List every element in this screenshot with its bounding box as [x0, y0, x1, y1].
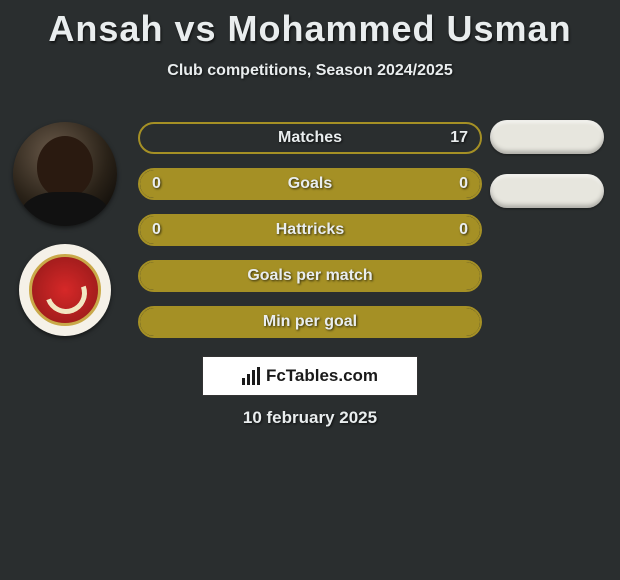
date-text: 10 february 2025 — [0, 408, 620, 428]
stat-label: Goals per match — [247, 267, 372, 285]
stat-left-value: 0 — [152, 221, 161, 239]
page-title: Ansah vs Mohammed Usman — [0, 0, 620, 50]
stat-label: Goals — [288, 175, 332, 193]
stat-right-value: 17 — [450, 129, 468, 147]
player-avatar — [13, 122, 117, 226]
left-column — [10, 122, 120, 336]
stat-row-min-per-goal: Min per goal — [138, 306, 482, 338]
stat-row-hattricks: 0 Hattricks 0 — [138, 214, 482, 246]
stat-row-goals-per-match: Goals per match — [138, 260, 482, 292]
stat-right-value: 0 — [459, 221, 468, 239]
club-badge — [19, 244, 111, 336]
stat-label: Min per goal — [263, 313, 357, 331]
stat-label: Matches — [278, 129, 342, 147]
stat-label: Hattricks — [276, 221, 344, 239]
stat-row-goals: 0 Goals 0 — [138, 168, 482, 200]
brand-box: FcTables.com — [202, 356, 418, 396]
subtitle: Club competitions, Season 2024/2025 — [0, 62, 620, 80]
right-pills — [490, 120, 604, 208]
stats-bars: Matches 17 0 Goals 0 0 Hattricks 0 Goals… — [138, 122, 482, 338]
brand-text: FcTables.com — [266, 366, 378, 386]
stat-left-value: 0 — [152, 175, 161, 193]
pill — [490, 174, 604, 208]
pill — [490, 120, 604, 154]
bars-icon — [242, 367, 260, 385]
stat-right-value: 0 — [459, 175, 468, 193]
stat-row-matches: Matches 17 — [138, 122, 482, 154]
